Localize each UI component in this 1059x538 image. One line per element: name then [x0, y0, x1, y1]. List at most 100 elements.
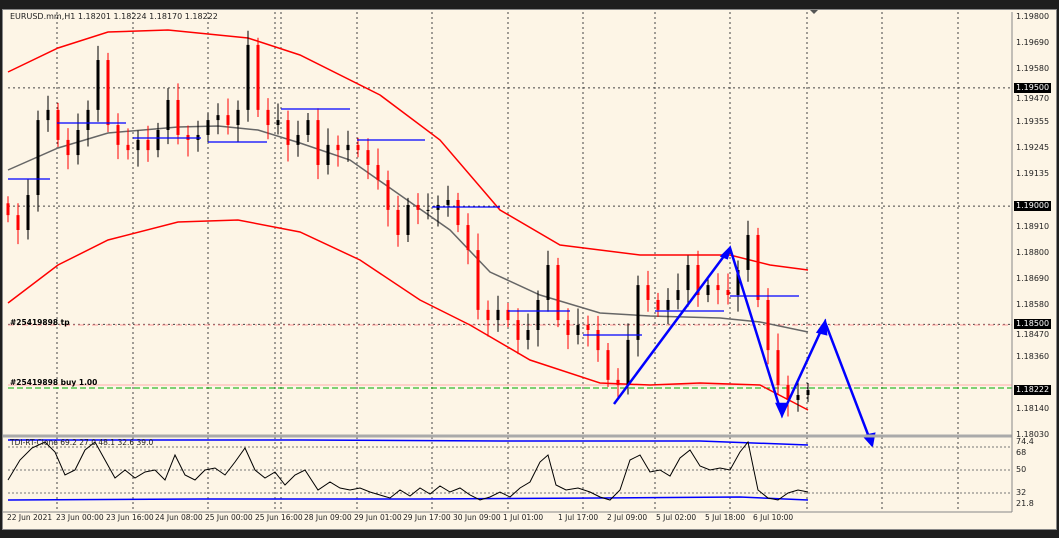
candle-body	[86, 109, 90, 131]
candle-body	[66, 139, 70, 156]
candle-body	[516, 320, 520, 340]
candle-body	[796, 395, 800, 400]
candle-body	[96, 60, 100, 110]
candle-body	[46, 109, 50, 121]
price-tick-label: 1.18800	[1016, 248, 1050, 258]
candle-body	[396, 209, 400, 235]
candle-body	[616, 379, 620, 386]
price-tick-label: 1.18580	[1016, 300, 1050, 310]
grid	[8, 12, 1012, 512]
candle-body	[106, 60, 110, 126]
price-tick-label: 1.19245	[1016, 143, 1050, 153]
price-tick-label: 1.18360	[1016, 352, 1050, 362]
candle-body	[326, 144, 330, 165]
indicator-level-label: 68	[1016, 448, 1027, 457]
indicator-pane	[7, 439, 1012, 501]
candle-body	[806, 390, 810, 396]
candle-body	[276, 120, 280, 126]
time-tick-label: 25 Jun 16:00	[255, 513, 303, 522]
candle-body	[716, 285, 720, 291]
candle-body	[26, 195, 30, 231]
price-tick-label: 1.19800	[1016, 12, 1050, 21]
lower-band	[7, 219, 809, 411]
price-tick-label: 1.19580	[1016, 64, 1050, 73]
chart-shift-marker-icon[interactable]	[810, 10, 818, 14]
price-tick-label: 1.18910	[1016, 222, 1050, 232]
candle-body	[456, 199, 460, 226]
candle-body	[56, 109, 60, 140]
tdi-rsi-line	[7, 440, 809, 501]
candles	[6, 30, 810, 417]
price-mark-label: 1.18222	[1014, 385, 1052, 396]
candle-body	[166, 99, 170, 131]
candle-body	[236, 109, 240, 126]
candle-body	[416, 204, 420, 210]
candle-body	[466, 225, 470, 251]
indicator-label: TDI-RT-Clone 69.2 27.0 48.1 32.6 39.0	[10, 438, 154, 447]
candle-body	[316, 120, 320, 165]
candle-body	[586, 325, 590, 331]
middle-band	[7, 125, 809, 333]
candle-body	[676, 290, 680, 300]
price-tick-label: 1.19355	[1016, 117, 1050, 127]
candle-body	[16, 215, 20, 231]
candle-body	[596, 330, 600, 351]
candle-body	[756, 234, 760, 300]
candle-body	[376, 164, 380, 181]
candle-body	[566, 320, 570, 335]
candle-body	[116, 125, 120, 145]
zigzag-projection[interactable]	[612, 245, 874, 446]
time-tick-label: 23 Jun 16:00	[106, 513, 154, 522]
candle-body	[156, 130, 160, 151]
candle-body	[576, 325, 580, 335]
arrow-head-icon	[775, 402, 788, 419]
candle-body	[766, 299, 770, 351]
candle-body	[666, 299, 670, 310]
candle-body	[646, 285, 650, 300]
candle-body	[146, 139, 150, 151]
time-tick-label: 1 Jul 01:00	[503, 513, 544, 522]
candle-body	[346, 144, 350, 151]
candle-body	[636, 285, 640, 340]
time-tick-label: 29 Jun 17:00	[403, 513, 451, 522]
time-tick-label: 1 Jul 17:00	[558, 513, 599, 522]
indicator-level-label: 21.8	[1016, 499, 1034, 508]
price-tick-label: 1.18030	[1016, 430, 1050, 440]
candle-body	[306, 120, 310, 135]
candle-body	[76, 130, 80, 156]
candle-body	[626, 339, 630, 386]
candle-body	[496, 309, 500, 321]
price-mark-label: 1.19500	[1014, 82, 1052, 93]
time-tick-label: 2 Jul 09:00	[607, 513, 648, 522]
tdi-lower-band	[7, 496, 809, 501]
time-tick-label: 28 Jun 09:00	[304, 513, 352, 522]
buy-order-label[interactable]: #25419898 buy 1.00	[10, 378, 98, 387]
arrow-head-icon	[815, 318, 828, 336]
candle-body	[526, 330, 530, 340]
indicator-level-label: 50	[1016, 465, 1027, 474]
candle-body	[786, 385, 790, 400]
time-tick-label: 6 Jul 10:00	[753, 513, 794, 522]
arrow-head-icon	[719, 247, 732, 260]
time-tick-label: 23 Jun 00:00	[56, 513, 104, 522]
candle-body	[746, 234, 750, 270]
time-tick-label: 24 Jun 08:00	[155, 513, 203, 522]
drawn-levels[interactable]	[8, 108, 799, 336]
candle-body	[476, 250, 480, 310]
candle-body	[226, 115, 230, 126]
projection-arrows[interactable]	[612, 245, 876, 448]
tp-order-label[interactable]: #25419898 tp	[10, 318, 70, 327]
candle-body	[426, 209, 430, 211]
candle-body	[606, 350, 610, 380]
price-mark-label: 1.18500	[1014, 319, 1052, 330]
price-tick-label: 1.18140	[1016, 404, 1050, 414]
candle-body	[726, 290, 730, 296]
upper-band	[7, 29, 809, 271]
time-tick-label: 5 Jul 18:00	[705, 513, 746, 522]
candle-body	[336, 144, 340, 151]
price-tick-label: 1.19690	[1016, 38, 1050, 47]
time-tick-label: 30 Jun 09:00	[453, 513, 501, 522]
candle-body	[246, 44, 250, 110]
time-tick-label: 5 Jul 02:00	[656, 513, 697, 522]
